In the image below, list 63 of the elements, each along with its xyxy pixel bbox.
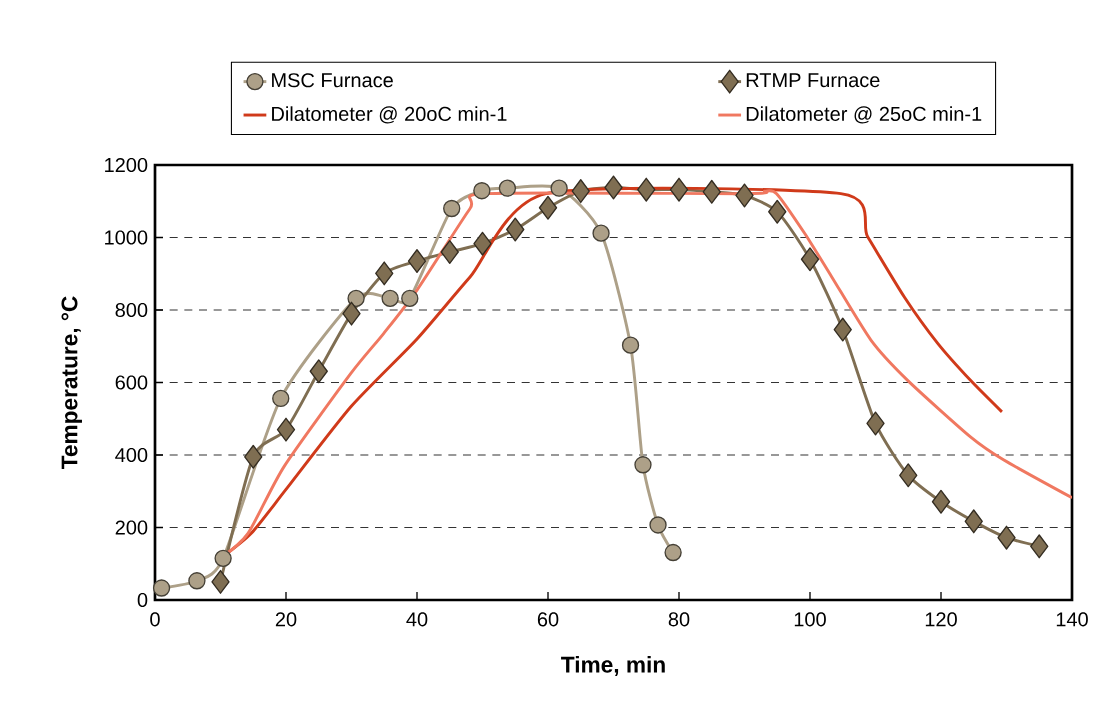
y-tick-label: 800 (115, 302, 148, 318)
x-tick-label: 120 (925, 612, 957, 627)
point (664, 543, 682, 562)
legend-label: Dilatometer @ 25oC min-1 (746, 106, 982, 124)
point (702, 179, 721, 204)
point (592, 224, 610, 242)
point (506, 217, 525, 242)
point (401, 289, 419, 308)
y-tick-label: 1200 (105, 157, 148, 173)
legend-label: Dilatometer @ 20oC min-1 (272, 106, 507, 124)
x-tick-label: 100 (794, 612, 826, 627)
y-tick-label: 600 (115, 375, 148, 390)
x-tick-label: 60 (537, 612, 559, 627)
point (443, 199, 461, 218)
point (244, 444, 263, 469)
point (272, 389, 290, 408)
point (997, 525, 1016, 550)
point (621, 336, 640, 354)
x-tick-label: 40 (406, 612, 428, 627)
legend-label: RTMP Furnace (746, 73, 880, 88)
y-tick-label: 1000 (105, 230, 148, 245)
point (188, 572, 206, 590)
point (214, 549, 232, 567)
point (800, 247, 820, 272)
point (649, 516, 667, 534)
point (899, 463, 918, 488)
x-axis-title: Time, min (561, 656, 665, 676)
point (964, 509, 983, 534)
point (211, 569, 230, 594)
y-tick-label: 200 (115, 520, 148, 535)
x-tick-label: 20 (275, 612, 297, 627)
point (407, 249, 427, 274)
point (381, 289, 399, 308)
point (550, 179, 568, 197)
y-tick-label: 0 (137, 592, 148, 608)
point (375, 261, 394, 286)
y-axis-title: Temperature, °C (61, 296, 82, 470)
point (347, 289, 365, 308)
point (833, 317, 852, 342)
point (634, 456, 652, 474)
point (669, 177, 689, 202)
point (473, 231, 492, 256)
point (473, 182, 491, 200)
x-tick-label: 80 (668, 612, 690, 627)
point (1030, 534, 1049, 559)
point (276, 417, 296, 442)
point (735, 183, 754, 208)
x-tick-label: 0 (150, 612, 160, 627)
point (604, 175, 623, 200)
point (866, 411, 885, 436)
point (498, 179, 517, 197)
x-tick-label: 140 (1056, 612, 1088, 627)
point (152, 579, 171, 597)
point (309, 359, 328, 384)
point (342, 301, 361, 326)
point (931, 489, 951, 514)
point (637, 177, 656, 202)
legend-label: MSC Furnace (272, 73, 393, 88)
point (538, 195, 558, 220)
point (768, 199, 787, 224)
point (440, 240, 459, 264)
point (571, 179, 590, 204)
y-tick-label: 400 (115, 447, 148, 463)
